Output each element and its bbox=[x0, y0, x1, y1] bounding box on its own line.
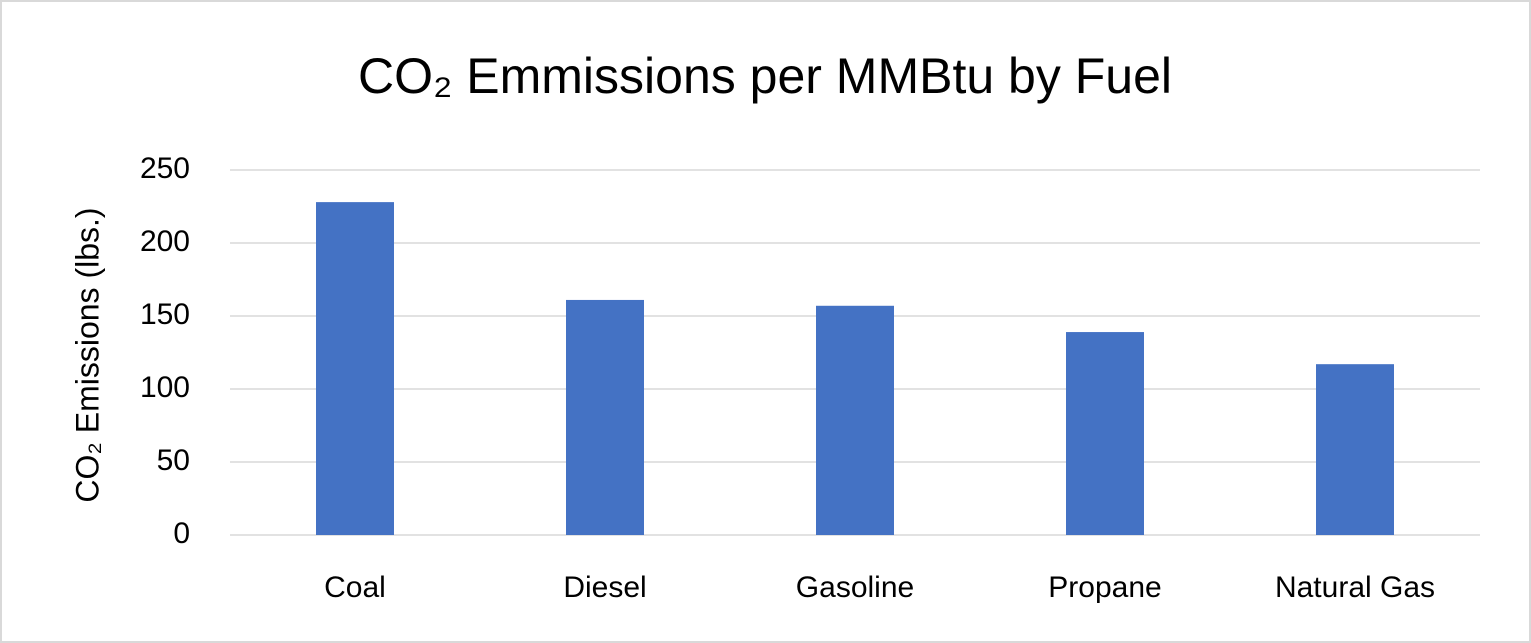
y-axis-label: CO₂ Emissions (lbs.) bbox=[69, 207, 105, 502]
y-tick-label: 50 bbox=[157, 444, 190, 477]
bar bbox=[1066, 332, 1144, 535]
x-tick-label: Gasoline bbox=[796, 571, 914, 604]
x-tick-label: Natural Gas bbox=[1275, 571, 1435, 604]
y-tick-label: 0 bbox=[173, 517, 190, 550]
chart-title: CO₂ Emmissions per MMBtu by Fuel bbox=[358, 48, 1172, 104]
bar bbox=[1316, 364, 1394, 535]
bar bbox=[566, 299, 644, 535]
y-tick-label: 150 bbox=[140, 298, 190, 331]
x-tick-label: Diesel bbox=[563, 571, 646, 604]
bar bbox=[816, 305, 894, 535]
x-tick-label: Propane bbox=[1048, 571, 1161, 604]
y-tick-label: 250 bbox=[140, 152, 190, 185]
x-tick-label: Coal bbox=[324, 571, 386, 604]
bar bbox=[316, 202, 394, 535]
y-tick-label: 100 bbox=[140, 371, 190, 404]
y-tick-label: 200 bbox=[140, 225, 190, 258]
